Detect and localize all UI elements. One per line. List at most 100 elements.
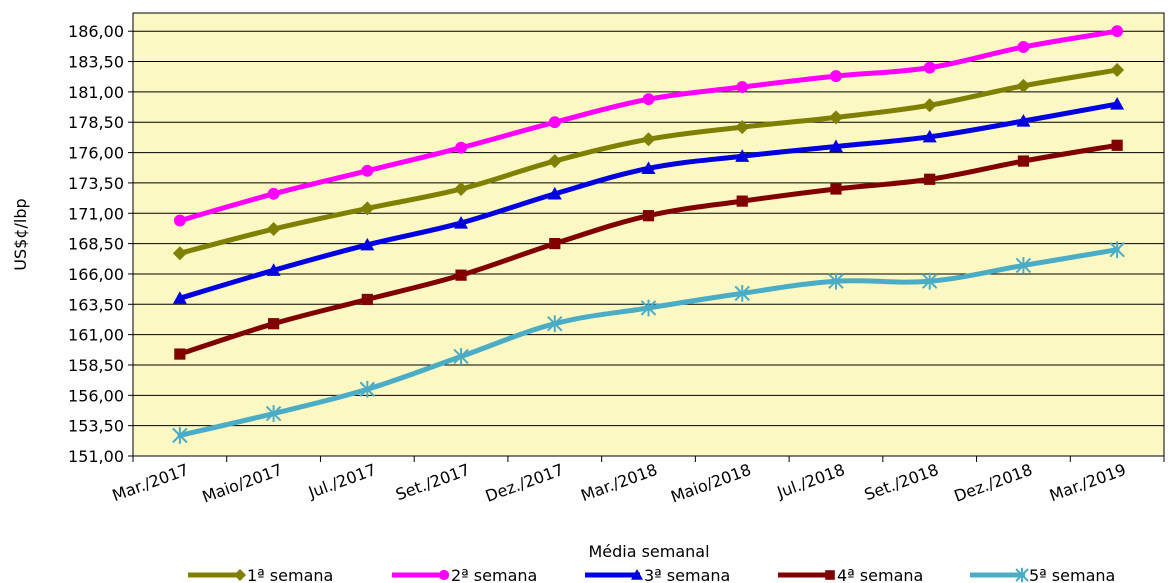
data-point (642, 210, 655, 222)
data-point (642, 93, 655, 106)
legend-marker (438, 569, 450, 581)
x-tick-label: Jul./2017 (305, 460, 379, 502)
data-point (1109, 241, 1125, 259)
series-3 (172, 97, 1125, 304)
data-point (828, 139, 843, 153)
legend-label: 3ª semana (644, 566, 730, 583)
legend-marker (825, 570, 835, 580)
x-tick-label: Maio/2018 (668, 460, 753, 507)
data-point (1016, 114, 1031, 127)
y-axis-label: US$¢/lbp (11, 198, 30, 270)
data-point (359, 380, 376, 398)
data-point (924, 173, 936, 185)
y-tick-label: 186,00 (68, 22, 124, 41)
legend-marker (631, 569, 643, 580)
y-tick-label: 158,50 (68, 356, 124, 375)
data-point (1015, 257, 1032, 274)
y-tick-label: 151,00 (68, 447, 124, 466)
y-tick-label: 153,50 (68, 417, 124, 436)
data-point (735, 120, 750, 135)
data-point (736, 81, 749, 93)
legend-marker (1015, 567, 1029, 583)
y-tick-label: 183,50 (68, 53, 124, 72)
legend-item: 1ª semana (188, 566, 333, 583)
legend-label: 5ª semana (1029, 566, 1115, 583)
data-point (641, 132, 656, 147)
y-tick-label: 156,00 (68, 386, 124, 405)
x-axis-ticks: Mar./2017 Maio/2017 Jul./2017 Set./2017 Dez.… (110, 456, 1165, 507)
data-point (736, 195, 748, 207)
x-tick-label: Mar./2019 (1047, 460, 1129, 505)
data-point (1017, 155, 1030, 167)
data-point (360, 201, 375, 216)
data-point (1111, 139, 1123, 151)
data-point (828, 110, 843, 125)
series-layer (172, 25, 1125, 444)
data-point (1110, 63, 1125, 78)
y-tick-label: 166,00 (68, 265, 124, 284)
data-point (921, 272, 938, 290)
x-axis-label: Média semanal (588, 542, 709, 561)
data-point (361, 164, 374, 177)
data-point (455, 269, 467, 281)
data-point (454, 215, 469, 229)
y-tick-label: 171,00 (68, 204, 124, 223)
series-1 (172, 63, 1125, 261)
data-point (830, 183, 842, 195)
legend-label: 1ª semana (247, 566, 333, 583)
legend-label: 4ª semana (837, 566, 923, 583)
legend-item: 4ª semana (778, 566, 923, 583)
data-point (547, 315, 563, 333)
legend-item: 3ª semana (585, 566, 730, 583)
legend: 1ª semana 2ª semana 3ª semana 4ª semana 5ª s… (188, 566, 1115, 583)
data-point (1017, 41, 1030, 53)
data-point (640, 299, 657, 317)
data-point (734, 284, 750, 302)
legend-marker (234, 569, 246, 581)
data-point (830, 70, 842, 83)
data-point (923, 61, 936, 74)
data-point (266, 222, 281, 237)
data-point (641, 161, 656, 174)
y-tick-label: 161,00 (68, 326, 124, 345)
data-point (361, 293, 373, 306)
data-point (172, 426, 188, 444)
y-tick-label: 168,50 (68, 235, 124, 254)
data-point (267, 187, 280, 200)
x-tick-label: Mar./2018 (578, 460, 660, 505)
data-point (455, 141, 467, 154)
data-point (547, 154, 562, 169)
legend-item: 2ª semana (392, 566, 537, 583)
data-point (172, 246, 187, 261)
data-point (173, 214, 186, 227)
data-point (922, 98, 937, 113)
data-point (828, 272, 844, 290)
y-tick-label: 173,50 (68, 174, 124, 193)
data-point (922, 129, 937, 143)
y-tick-label: 163,50 (68, 295, 124, 314)
legend-label: 2ª semana (451, 566, 537, 583)
x-tick-label: Dez./2018 (951, 460, 1034, 506)
data-point (172, 291, 187, 304)
data-point (454, 181, 469, 196)
x-tick-label: Mar./2017 (110, 460, 192, 505)
data-point (453, 348, 469, 365)
series-4 (174, 139, 1123, 360)
x-tick-label: Jul./2018 (774, 460, 848, 502)
data-point (549, 238, 561, 250)
data-point (1111, 25, 1124, 38)
data-point (267, 318, 280, 330)
data-point (548, 116, 561, 129)
y-tick-label: 176,00 (68, 144, 124, 163)
data-point (735, 149, 750, 162)
data-point (1110, 97, 1125, 110)
x-tick-label: Set./2017 (393, 460, 472, 504)
y-axis-ticks: 151,00 153,50 156,00 158,50 161,00 163,50 166,… (68, 22, 133, 466)
data-point (1016, 78, 1031, 93)
x-tick-label: Maio/2017 (200, 460, 285, 507)
data-point (265, 405, 282, 422)
x-tick-label: Dez./2017 (483, 460, 566, 506)
legend-item: 5ª semana (970, 566, 1115, 583)
y-tick-label: 181,00 (68, 83, 124, 102)
data-point (266, 263, 281, 276)
